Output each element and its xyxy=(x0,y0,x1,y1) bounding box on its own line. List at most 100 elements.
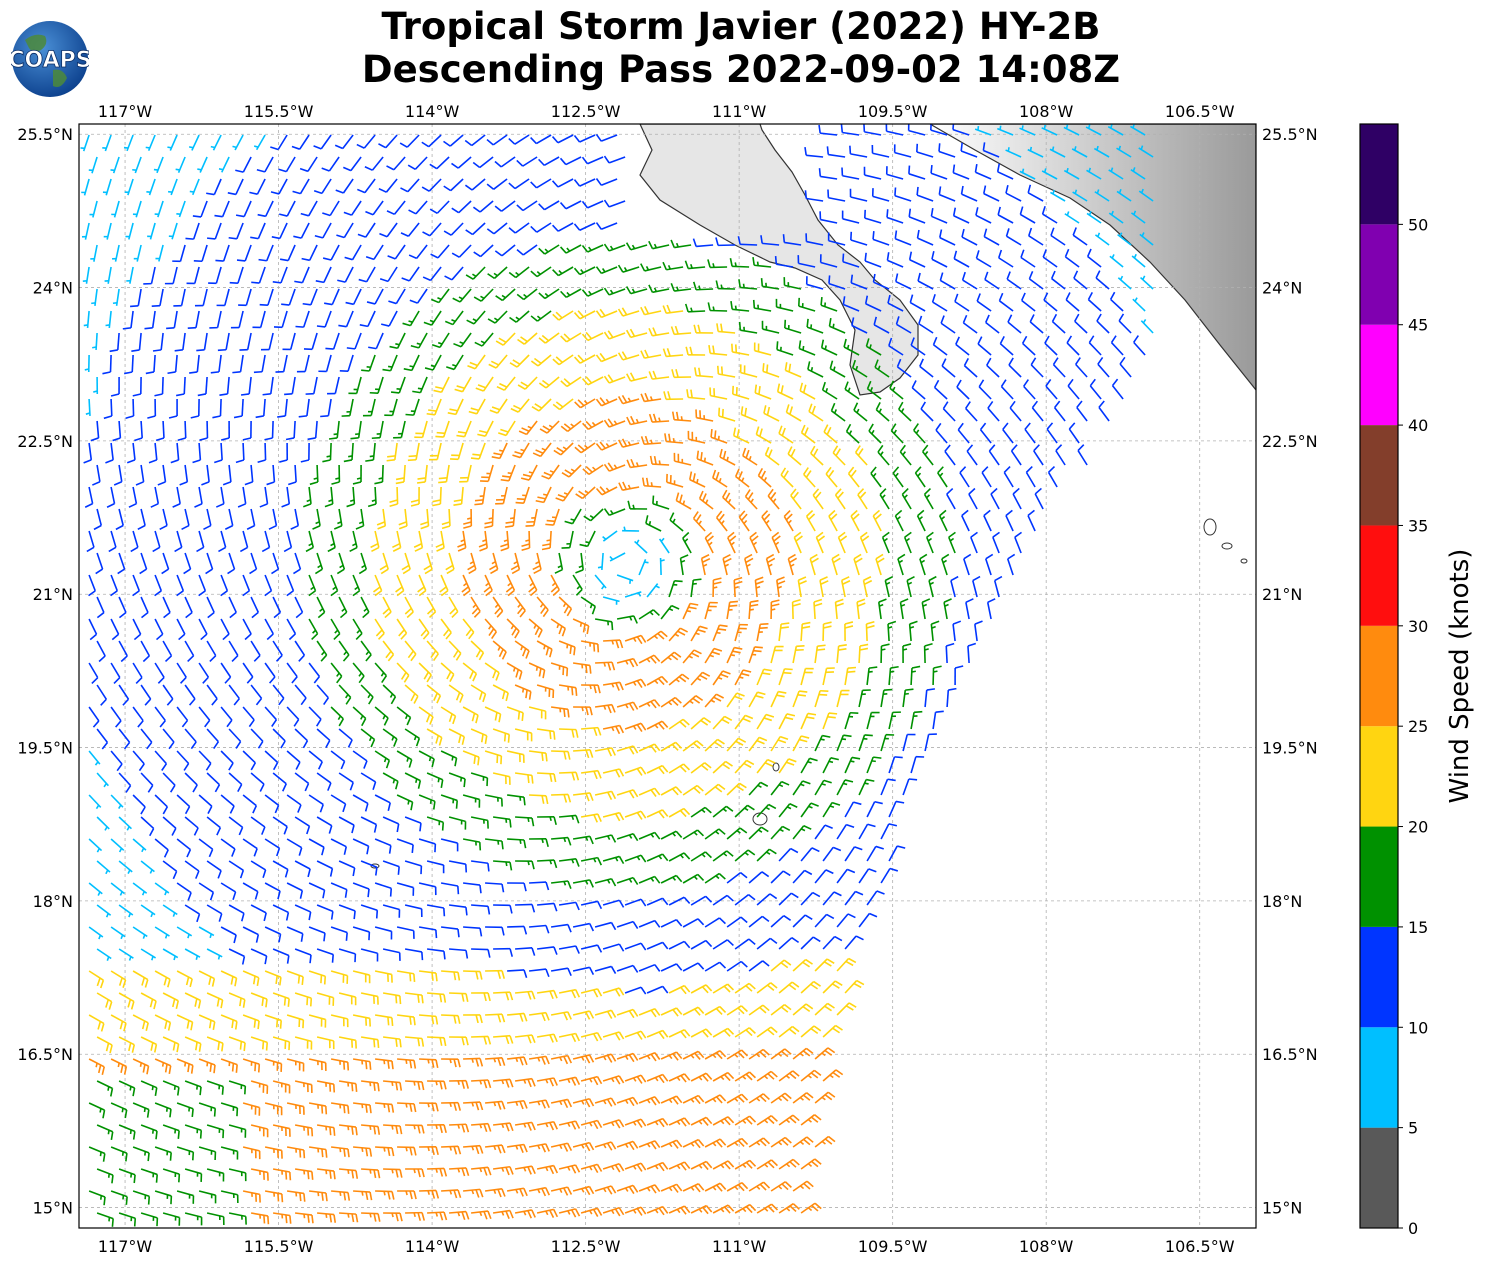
wind-barb xyxy=(1045,378,1058,400)
wind-barb xyxy=(808,403,824,422)
wind-barb xyxy=(420,508,430,530)
wind-barb xyxy=(726,692,745,708)
wind-barb xyxy=(886,252,904,268)
wind-barb xyxy=(450,442,464,461)
wind-barb xyxy=(933,379,948,400)
wind-barb xyxy=(308,706,322,727)
wind-barb xyxy=(316,772,332,791)
wind-barb xyxy=(617,264,640,273)
wind-barb xyxy=(194,486,203,508)
wind-barb xyxy=(626,458,648,469)
wind-barb xyxy=(177,420,187,442)
wind-barb xyxy=(426,684,442,704)
wind-barb xyxy=(710,428,728,444)
wind-barb xyxy=(603,462,626,472)
wind-barb xyxy=(472,156,494,169)
wind-barb xyxy=(1009,400,1022,422)
wind-barb xyxy=(952,207,970,224)
wind-barb xyxy=(451,244,472,258)
wind-barb xyxy=(968,487,978,510)
wind-barb xyxy=(602,768,625,778)
wind-barb xyxy=(299,156,318,173)
wind-barb xyxy=(90,244,98,262)
wind-barb xyxy=(573,310,596,320)
wind-barb xyxy=(152,530,161,553)
wind-barb xyxy=(602,724,625,735)
wind-barb xyxy=(452,288,472,303)
lat-tick-label-right: 19.5°N xyxy=(1262,739,1318,758)
wind-barb xyxy=(389,332,406,350)
wind-barb xyxy=(754,384,772,400)
wind-barb xyxy=(538,200,560,211)
wind-barb xyxy=(849,188,868,202)
wind-barb xyxy=(624,766,647,776)
wind-barb xyxy=(552,310,574,321)
wind-barb xyxy=(731,343,750,356)
wind-barb xyxy=(360,728,376,748)
wind-barb xyxy=(154,750,168,771)
wind-barb xyxy=(1072,227,1088,246)
wind-barb xyxy=(692,281,714,291)
wind-barb xyxy=(259,288,274,306)
wind-barb xyxy=(396,706,412,726)
wind-barb xyxy=(360,772,377,791)
wind-barb xyxy=(1005,184,1022,202)
wind-barb xyxy=(669,512,684,532)
wind-barb xyxy=(220,574,229,597)
wind-barb xyxy=(648,240,670,250)
wind-barb xyxy=(404,640,417,662)
wind-barb xyxy=(249,552,258,575)
wind-barb xyxy=(595,133,618,142)
wind-barb xyxy=(338,640,350,662)
wind-barb xyxy=(641,477,662,488)
wind-barb xyxy=(718,407,736,422)
wind-barb xyxy=(508,178,530,190)
wind-barb xyxy=(828,509,838,532)
wind-barb xyxy=(800,621,811,642)
wind-barb xyxy=(966,444,978,466)
wind-barb xyxy=(188,134,200,151)
wind-barb xyxy=(462,618,475,640)
wind-barb xyxy=(1095,270,1110,290)
wind-barb xyxy=(800,424,816,444)
wind-barb xyxy=(371,420,384,440)
wind-barb xyxy=(272,772,287,792)
wind-barb xyxy=(694,367,714,378)
wind-barb xyxy=(1031,400,1044,422)
wind-barb xyxy=(1051,313,1066,334)
wind-barb xyxy=(715,280,736,290)
wind-barb xyxy=(186,266,200,285)
wind-barb xyxy=(673,452,692,466)
wind-barb xyxy=(581,376,604,386)
wind-barb xyxy=(707,259,728,269)
wind-barb xyxy=(140,640,151,663)
colorbar-bin xyxy=(1360,1127,1398,1228)
wind-barb xyxy=(974,163,992,180)
wind-barb xyxy=(1130,210,1146,224)
wind-barb xyxy=(572,618,590,635)
wind-barb xyxy=(935,422,948,444)
wind-barb xyxy=(579,530,596,548)
wind-barb xyxy=(429,156,450,170)
wind-barb xyxy=(573,178,596,187)
wind-barb xyxy=(84,486,94,508)
wind-barb xyxy=(357,178,376,194)
wind-barb xyxy=(932,336,948,356)
wind-barb xyxy=(761,510,772,532)
wind-barb xyxy=(451,156,472,169)
wind-barb xyxy=(778,758,797,774)
wind-barb xyxy=(336,552,346,575)
wind-barb xyxy=(176,200,186,218)
wind-barb xyxy=(322,442,332,463)
wind-barb xyxy=(646,764,669,775)
wind-barb xyxy=(508,266,530,279)
wind-barb xyxy=(761,320,780,334)
wind-barb xyxy=(693,324,714,334)
wind-barb xyxy=(800,757,818,774)
wind-barb xyxy=(483,574,493,597)
wind-barb xyxy=(930,124,948,136)
wind-barb xyxy=(130,288,142,308)
wind-barb xyxy=(150,486,160,508)
wind-barb xyxy=(986,598,996,620)
wind-barb xyxy=(393,420,406,439)
